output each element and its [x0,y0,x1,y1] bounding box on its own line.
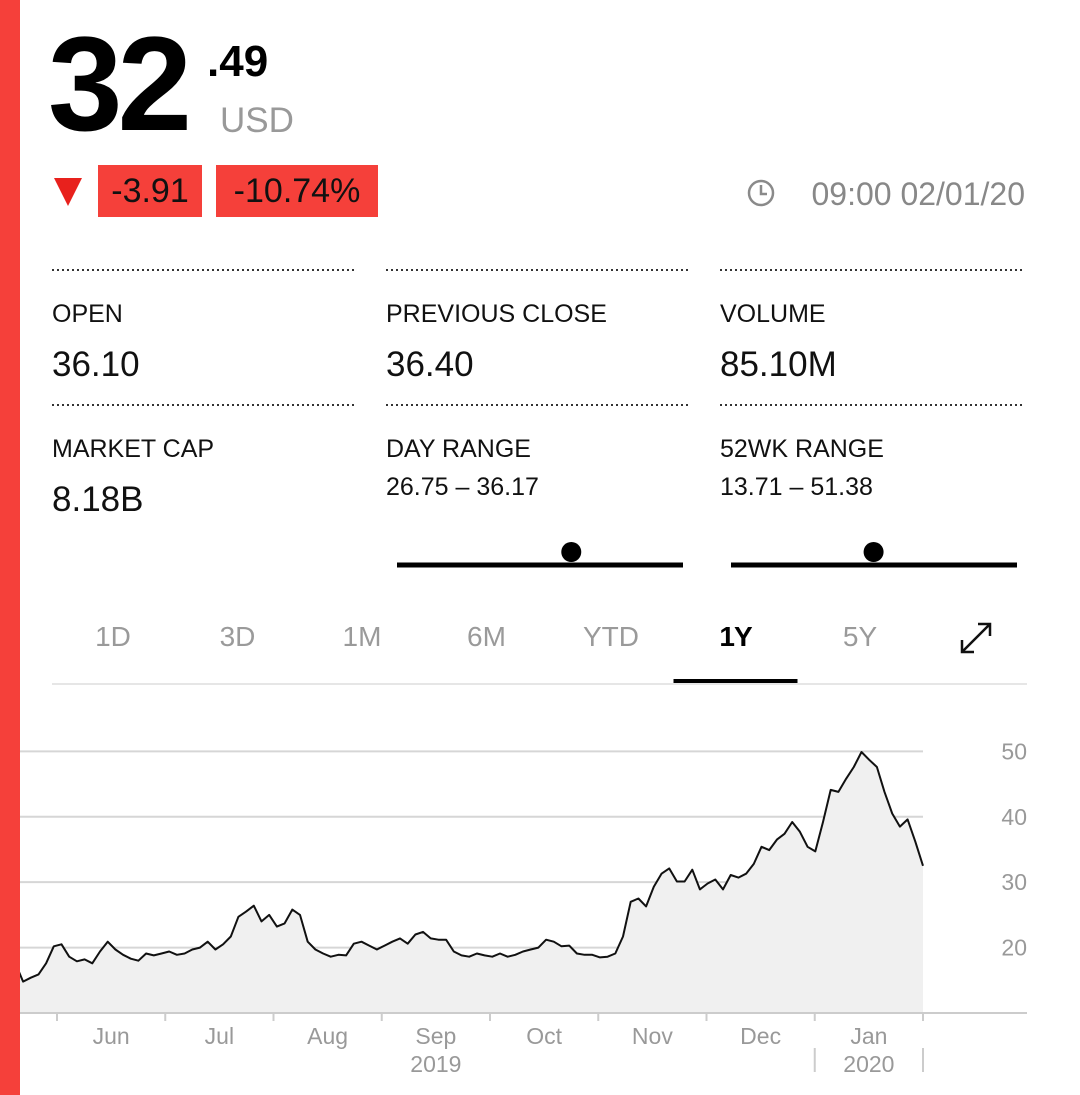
range-marker [561,542,582,562]
x-tick-label: Aug [307,1023,348,1049]
x-tick-label: Oct [526,1023,562,1049]
stat-label: OPEN [52,300,123,328]
stat-label: VOLUME [720,300,826,328]
stat-label: MARKET CAP [52,435,214,463]
y-tick-label: 20 [1001,935,1027,961]
currency: USD [220,101,294,140]
y-tick-label: 40 [1001,804,1027,830]
range-tab[interactable]: 5Y [843,621,878,652]
range-tab[interactable]: 3D [220,621,256,652]
range-text: 13.71 – 51.38 [720,473,873,501]
stats-grid: OPEN 36.10 PREVIOUS CLOSE 36.40 VOLUME 85.10M… [52,269,1025,568]
y-tick-label: 30 [1001,869,1027,895]
range-tab[interactable]: 1Y [719,621,754,652]
range-tab[interactable]: 1D [95,621,131,652]
down-arrow [54,178,82,206]
active-tab-underline [673,679,798,684]
change-box [98,165,202,217]
side-bar [0,0,20,1095]
range-tab[interactable]: 6M [467,621,506,652]
change-percent: -10.74% [234,172,361,210]
range-label: 52WK RANGE [720,435,884,463]
x-tick-label: Dec [740,1023,781,1049]
year-label: 2020 [843,1051,894,1077]
x-tick-label: Jul [205,1023,234,1049]
x-tick-label: Jun [93,1023,130,1049]
stat-value: 36.40 [386,345,474,384]
range-tab[interactable]: YTD [583,621,639,652]
year-label: 2019 [410,1051,461,1077]
stat-value: 85.10M [720,345,837,384]
x-tick-label: Nov [632,1023,673,1049]
x-tick-label: Jan [850,1023,887,1049]
range-marker [863,542,884,562]
area-fill [0,752,923,1013]
timestamp: 09:00 02/01/20 [811,176,1025,212]
range-tab[interactable]: 1M [343,621,382,652]
range-text: 26.75 – 36.17 [386,473,539,501]
stat-value: 8.18B [52,480,143,519]
expand-icon[interactable] [960,622,992,654]
range-tabs: 1D 3D 1M 6M YTD 1Y 5Y [95,621,877,684]
stat-value: 36.10 [52,345,140,384]
y-tick-label: 50 [1001,738,1027,764]
price-fraction: .49 [207,37,268,86]
price-line [0,751,924,983]
change-percent-box [216,165,378,217]
stat-label: PREVIOUS CLOSE [386,300,607,328]
range-label: DAY RANGE [386,435,531,463]
clock-icon [747,179,775,207]
x-tick-label: Sep [415,1023,456,1049]
price-whole: 32 [48,10,188,159]
price-chart: 20 30 40 50 Jun Jul Aug Sep Oct Nov Dec Jan 2019 2020 [0,738,1027,1077]
change: -3.91 [111,172,189,210]
